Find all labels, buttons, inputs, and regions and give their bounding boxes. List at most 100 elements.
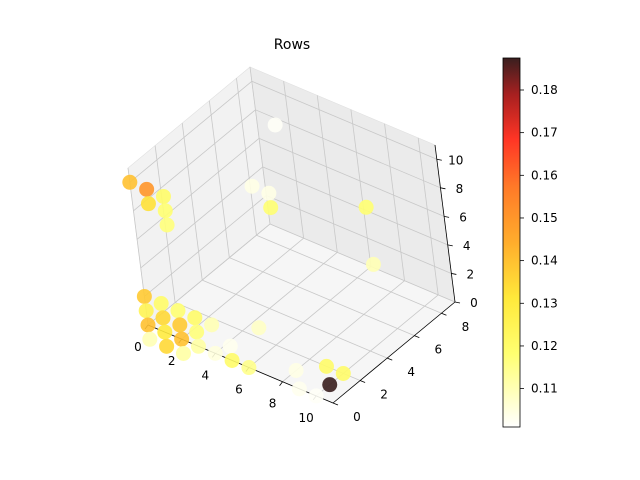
grid-line-y-left — [181, 123, 203, 281]
grid-line-x-floor — [315, 294, 439, 397]
chart-title: Rows — [274, 37, 310, 53]
x-tick-label: 8 — [269, 397, 277, 411]
colorbar-tick-label: 0.15 — [531, 211, 558, 225]
grid-line-z-back — [258, 137, 445, 217]
y-tick — [332, 402, 339, 406]
z-tick-label: 2 — [467, 267, 475, 281]
grid-line-y-floor — [202, 279, 388, 359]
scatter-point — [335, 365, 351, 381]
scatter-point — [365, 256, 381, 272]
y-tick — [414, 335, 420, 339]
scatter-point — [291, 381, 307, 397]
scatter-point — [172, 317, 188, 333]
scatter-point — [155, 310, 171, 326]
scatter-point — [174, 331, 190, 347]
y-tick-label: 2 — [380, 388, 388, 402]
scatter-point — [318, 358, 334, 374]
z-tick — [447, 244, 453, 247]
z-axis-line — [434, 144, 456, 303]
grid-line-x-floor — [282, 280, 405, 383]
colorbar-scale — [502, 57, 521, 428]
grid-line-x-back — [283, 81, 305, 239]
scatter-point — [267, 117, 283, 133]
x-tick-label: 2 — [168, 354, 176, 368]
colorbar-tick-label: 0.16 — [531, 168, 558, 182]
z-tick-label: 0 — [470, 296, 478, 310]
scatter-point — [175, 345, 191, 361]
x-tick-label: 6 — [235, 383, 243, 397]
scatter-point — [139, 181, 155, 197]
grid-line-z-back — [262, 166, 448, 246]
z-tick — [454, 301, 461, 304]
colorbar-tick-label: 0.11 — [531, 382, 558, 396]
x-tick-label: 10 — [299, 411, 314, 425]
grid-line-z-back — [269, 223, 456, 303]
colorbar-ticks: 0.11 0.12 0.13 0.14 0.15 0.16 0.17 0.18 — [520, 83, 558, 396]
grid-line-x-back — [384, 123, 405, 281]
grid-line-x-floor — [215, 252, 338, 354]
grid-line-z-left — [129, 80, 253, 183]
z-tick-label: 8 — [456, 182, 464, 196]
scatter-point — [142, 331, 158, 347]
z-tick-label: 10 — [448, 153, 463, 167]
colorbar-tick-label: 0.14 — [531, 254, 558, 268]
z-tick — [440, 187, 446, 190]
scatter-point — [190, 338, 206, 354]
grid-line-y-left — [208, 100, 230, 258]
grid-line-y-left — [236, 78, 257, 236]
scatter-points — [122, 117, 381, 404]
scatter-point — [241, 360, 257, 376]
z-tick — [451, 273, 457, 275]
grid-lines — [127, 66, 456, 404]
scatter-point — [244, 178, 260, 194]
colorbar-tick-label: 0.18 — [531, 83, 558, 97]
scatter-point — [263, 200, 279, 216]
scatter-point — [157, 324, 173, 340]
scatter-point — [153, 296, 169, 312]
scatter-point — [122, 174, 138, 190]
grid-line-x-back — [350, 109, 372, 267]
y-tick — [359, 380, 366, 383]
y-tick-label: 8 — [462, 320, 470, 334]
scatter-point — [308, 388, 324, 404]
y-tick-label: 6 — [435, 343, 443, 357]
scatter-point — [222, 338, 238, 354]
y-axis-line — [332, 301, 456, 404]
scatter-point — [159, 338, 175, 354]
z-tick-label: 6 — [459, 210, 467, 224]
scatter-point — [288, 363, 304, 379]
grid-line-z-back — [255, 109, 441, 189]
scatter-point — [251, 320, 267, 336]
grid-line-x-back — [417, 137, 439, 295]
y-tick — [387, 357, 393, 361]
z-tick — [444, 215, 450, 218]
scatter-point — [155, 188, 171, 204]
colorbar-tick-label: 0.13 — [531, 296, 558, 310]
scatter-point — [189, 324, 205, 340]
grid-line-y-floor — [229, 257, 415, 337]
z-tick — [436, 158, 442, 161]
grid-line-z-left — [133, 109, 256, 212]
scatter-point — [159, 217, 175, 233]
colorbar: 0.11 0.12 0.13 0.14 0.15 0.16 0.17 0.18 — [502, 57, 558, 428]
scatter-point — [322, 377, 338, 393]
grid-line-x-floor — [248, 266, 372, 368]
y-tick — [441, 312, 447, 316]
grid-line-x-back — [316, 95, 338, 253]
scatter-point — [358, 199, 374, 215]
grid-line-x-floor — [181, 237, 304, 340]
scatter-point — [261, 185, 277, 201]
scatter-point — [207, 345, 223, 361]
x-tick-label: 4 — [201, 368, 209, 382]
colorbar-tick-label: 0.12 — [531, 339, 558, 353]
grid-line-z-left — [147, 223, 271, 326]
scatter-point — [204, 317, 220, 333]
grid-line-z-left — [144, 195, 267, 297]
scatter-point — [170, 303, 186, 319]
y-tick-label: 4 — [407, 365, 415, 379]
scatter-point — [140, 317, 156, 333]
grid-line-z-back — [251, 80, 437, 160]
